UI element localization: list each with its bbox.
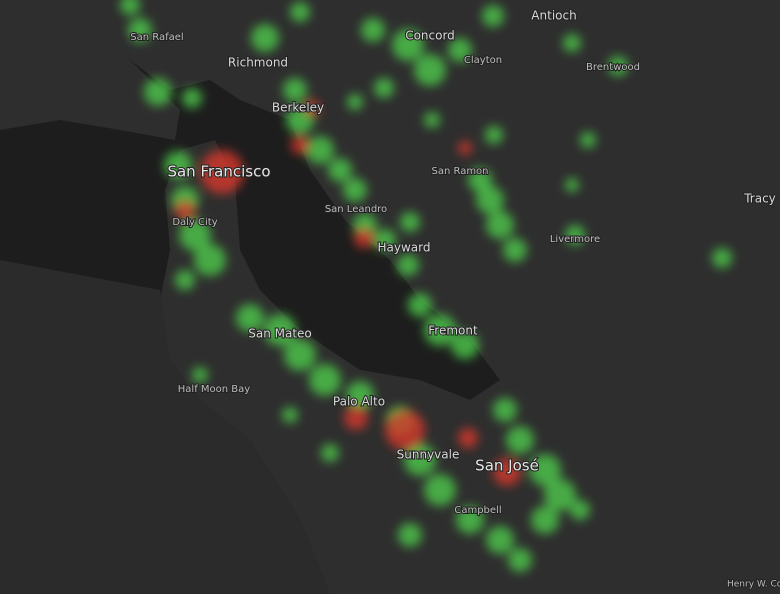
heat-spot <box>451 331 479 359</box>
heat-spot <box>486 211 514 239</box>
place-label: Daly City <box>172 217 217 228</box>
heat-spot <box>344 406 368 430</box>
heat-spot <box>175 270 195 290</box>
heat-spot <box>321 444 339 462</box>
heat-spot <box>400 212 420 232</box>
heat-spot <box>120 0 140 15</box>
heat-spot <box>343 178 367 202</box>
heat-spot <box>361 18 385 42</box>
heat-spot <box>493 398 517 422</box>
place-label: Fremont <box>428 324 478 338</box>
place-label: Concord <box>405 29 455 43</box>
place-label: Palo Alto <box>333 395 385 409</box>
heat-spot <box>580 132 596 148</box>
heat-spot <box>306 136 334 164</box>
heat-spot <box>565 225 585 245</box>
heat-spot <box>374 78 394 98</box>
heat-spot <box>328 158 352 182</box>
heat-spot <box>544 479 576 511</box>
heat-spot <box>194 244 226 276</box>
heat-spot <box>264 314 296 346</box>
heat-spot <box>200 150 244 194</box>
heat-spot <box>282 407 298 423</box>
heat-spot <box>468 168 492 192</box>
heat-spot <box>346 381 374 409</box>
heat-spot <box>608 56 628 76</box>
heat-spot <box>404 444 436 476</box>
heat-spot <box>291 136 309 154</box>
heat-spot <box>144 78 172 106</box>
heat-spot <box>236 304 264 332</box>
heat-spot <box>284 339 316 371</box>
heat-spot <box>458 428 478 448</box>
place-label: San Rafael <box>130 32 183 43</box>
heat-spot <box>503 238 527 262</box>
heat-spot <box>192 367 208 383</box>
place-label: San José <box>475 457 539 475</box>
heat-spot <box>408 293 432 317</box>
land-peninsula <box>0 260 330 594</box>
place-label: Livermore <box>550 234 600 245</box>
heat-spot <box>414 54 446 86</box>
heat-spot <box>424 474 456 506</box>
heat-spot <box>448 38 472 62</box>
place-label: San Leandro <box>325 204 387 215</box>
place-label: San Ramon <box>431 166 488 177</box>
heat-spot <box>486 526 514 554</box>
place-label: Clayton <box>464 55 502 66</box>
heat-spot <box>456 506 484 534</box>
heat-spot <box>458 141 472 155</box>
heat-spot <box>347 94 363 110</box>
heat-spot <box>476 186 504 214</box>
place-label: Sunnyvale <box>397 448 460 462</box>
heat-spot <box>290 2 310 22</box>
heat-spot <box>164 151 192 179</box>
heat-spot <box>485 126 503 144</box>
land <box>110 0 780 594</box>
labels: Antioch San Rafael Concord Richmond Clay… <box>129 8 780 591</box>
heat-spot <box>179 219 211 251</box>
place-label: Antioch <box>531 9 576 23</box>
heat-spot <box>531 506 559 534</box>
heat-spot <box>304 100 320 116</box>
heat-spot <box>354 228 374 248</box>
heat-spot <box>385 410 425 450</box>
place-label: San Francisco <box>167 163 270 181</box>
place-label: Tracy <box>743 192 776 206</box>
place-label: Berkeley <box>272 101 324 115</box>
place-label: Hayward <box>378 241 431 255</box>
heat-spot <box>565 178 579 192</box>
heat-spot <box>128 18 152 42</box>
heat-spot <box>529 454 561 486</box>
place-label: San Mateo <box>248 327 312 341</box>
heat-spot <box>424 314 456 346</box>
heat-spot <box>563 34 581 52</box>
place-label: Half Moon Bay <box>178 384 250 395</box>
heat-spot <box>251 24 279 52</box>
heat-spot <box>182 88 202 108</box>
heat-spot <box>424 112 440 128</box>
heat-spot <box>508 548 532 572</box>
heat-spot <box>398 523 422 547</box>
heat-spot <box>493 458 521 486</box>
place-label: Richmond <box>228 56 288 70</box>
heat-spot <box>392 29 424 61</box>
heat-spot <box>283 78 307 102</box>
heat-spot <box>506 426 534 454</box>
attribution: Henry W. Co <box>727 580 780 590</box>
land-north <box>0 0 180 140</box>
place-label: Brentwood <box>586 62 640 73</box>
heat-spot <box>570 500 590 520</box>
heat-spot <box>175 200 195 220</box>
heat-layer <box>120 0 732 572</box>
heat-spot <box>309 364 341 396</box>
place-label: Campbell <box>454 505 501 516</box>
heat-spot <box>712 248 732 268</box>
heat-spot <box>482 5 504 27</box>
heat-spot <box>397 254 419 276</box>
heat-spot <box>374 229 396 251</box>
